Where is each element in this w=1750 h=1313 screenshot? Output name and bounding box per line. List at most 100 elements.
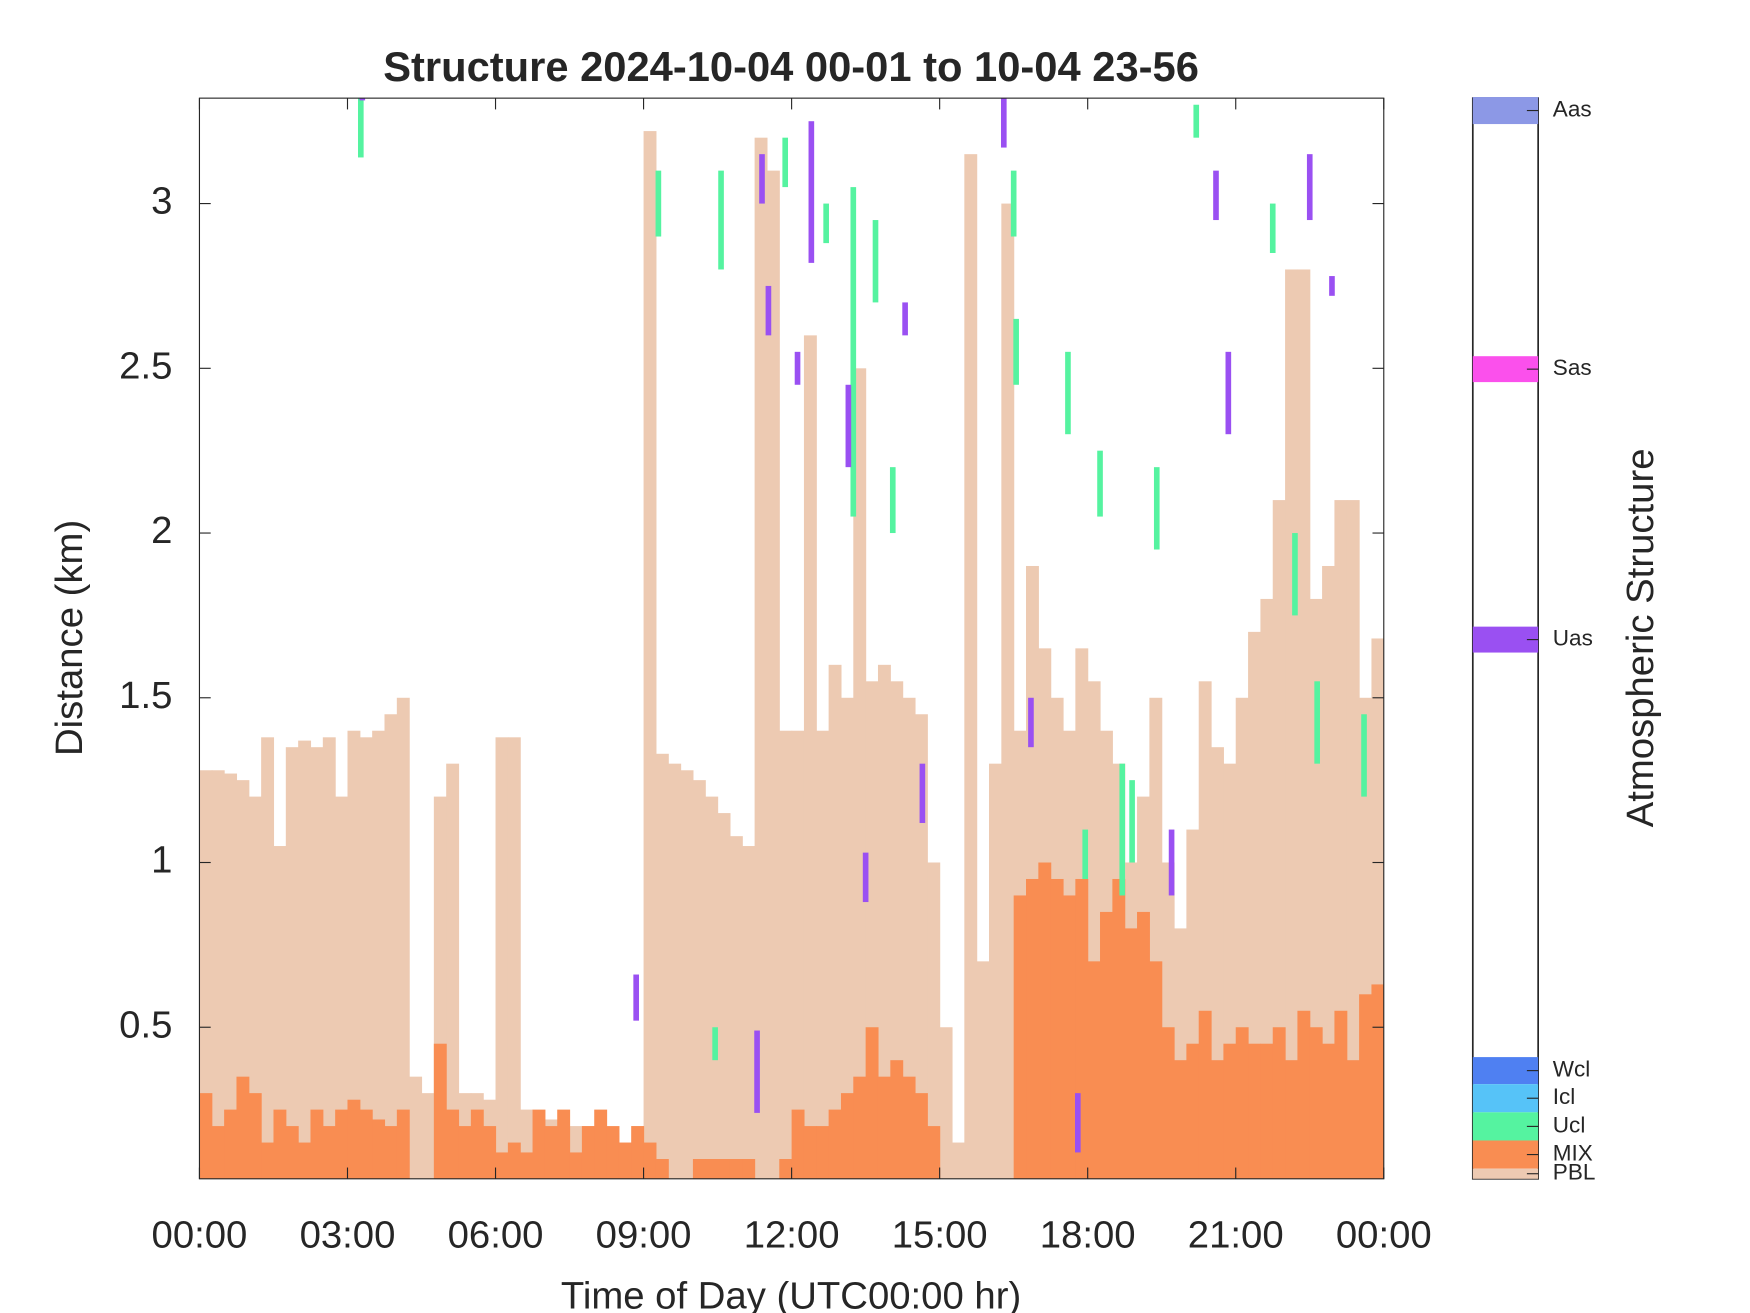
column-bar	[1346, 500, 1360, 1179]
layer-segment	[655, 170, 662, 237]
layer-segment	[1193, 104, 1200, 138]
column-bar	[1161, 1027, 1175, 1179]
x-tick-label: 00:00	[1336, 1214, 1432, 1257]
column-bar	[951, 1142, 965, 1179]
column-bar	[890, 681, 904, 1179]
column-bar	[507, 737, 521, 1179]
x-axis-label: Time of Day (UTC00:00 hr)	[561, 1274, 1021, 1313]
column-bar	[236, 1076, 250, 1179]
column-bar	[779, 1159, 793, 1179]
column-bar	[199, 770, 213, 1179]
layer-segment	[1329, 276, 1335, 296]
chart-title: Structure 2024-10-04 00-01 to 10-04 23-5…	[383, 43, 1199, 90]
layer-segment	[759, 154, 765, 204]
column-bar	[1334, 1010, 1348, 1179]
column-bar	[396, 697, 410, 1179]
x-tick-label: 18:00	[1040, 1214, 1136, 1257]
column-bar	[557, 1109, 571, 1179]
column-bar	[248, 796, 262, 1179]
column-bar	[729, 1159, 743, 1179]
layer-segment	[1314, 681, 1320, 764]
column-bar	[816, 1126, 830, 1179]
colorbar-label: Atmospheric Structure	[1619, 448, 1662, 827]
column-bar	[692, 1159, 706, 1179]
layer-segment	[1065, 351, 1071, 435]
column-bar	[976, 961, 990, 1179]
column-bar	[631, 1126, 645, 1179]
column-bar	[1309, 1027, 1323, 1179]
layer-segment	[1097, 450, 1103, 517]
column-bar	[828, 664, 842, 1179]
y-tick-label: 1	[151, 839, 172, 882]
column-bar	[1334, 500, 1348, 1179]
plot-area	[199, 98, 1384, 1179]
column-bar	[458, 1126, 472, 1179]
layer-segment	[1269, 203, 1276, 253]
column-bar	[483, 1126, 497, 1179]
y-tick-label: 0.5	[119, 1003, 172, 1046]
layer-segment	[1028, 697, 1034, 748]
column-bar	[1137, 911, 1150, 1179]
colorbar-tick-label: Uas	[1553, 626, 1593, 651]
column-bar	[1038, 862, 1052, 1179]
x-tick-label: 09:00	[596, 1214, 692, 1257]
layer-segment	[823, 203, 829, 244]
layer-segment	[862, 852, 869, 903]
column-bar	[1272, 500, 1286, 1179]
column-bar	[384, 714, 398, 1179]
column-bar	[803, 1126, 817, 1179]
layer-segment	[1013, 318, 1019, 385]
column-bar	[335, 796, 349, 1179]
column-bar	[285, 1126, 299, 1179]
layer-segment	[902, 302, 908, 336]
column-bar	[544, 1126, 558, 1179]
column-bar	[1272, 1027, 1286, 1179]
layer-segment	[872, 220, 879, 303]
colorbar-tick-label: Wcl	[1553, 1057, 1591, 1082]
column-bar	[1013, 895, 1027, 1179]
colorbar-tick-label: Aas	[1553, 96, 1592, 121]
column-bar	[446, 763, 460, 1179]
column-bar	[372, 1119, 386, 1179]
column-bar	[877, 1076, 891, 1179]
layer-segment	[1225, 351, 1232, 435]
layer-segment	[633, 974, 639, 1021]
column-bar	[446, 1109, 460, 1179]
column-bar	[729, 836, 743, 1179]
layer-segment	[1306, 154, 1313, 221]
column-bar	[988, 763, 1002, 1179]
layer-segment	[794, 351, 801, 385]
column-bar	[791, 730, 805, 1179]
x-tick-label: 12:00	[744, 1214, 840, 1257]
column-bar	[409, 1076, 423, 1179]
column-bar	[1100, 911, 1113, 1179]
layer-segment	[1153, 467, 1160, 550]
column-bar	[273, 846, 287, 1179]
layer-segment	[1000, 98, 1007, 148]
column-bar	[1260, 598, 1274, 1179]
column-bar	[618, 1142, 632, 1179]
column-bar	[520, 1152, 534, 1179]
y-tick-label: 2	[151, 509, 172, 552]
column-bar	[1223, 1043, 1237, 1179]
column-bar	[1322, 1043, 1335, 1179]
column-bar	[692, 780, 706, 1179]
column-bar	[594, 1109, 608, 1179]
column-bar	[840, 697, 854, 1179]
column-bar	[1260, 1043, 1274, 1179]
column-bar	[1297, 1010, 1311, 1179]
column-bar	[1371, 984, 1384, 1179]
column-bar	[668, 763, 682, 1179]
layer-segment	[845, 384, 852, 468]
column-bar	[742, 1159, 756, 1179]
x-tick-label: 03:00	[300, 1214, 396, 1257]
column-bar	[828, 1109, 842, 1179]
column-bar	[384, 1126, 398, 1179]
column-bar	[1112, 878, 1126, 1179]
column-bar	[396, 1109, 410, 1179]
column-bar	[939, 1027, 953, 1179]
column-bar	[1285, 1060, 1298, 1179]
column-bar	[705, 796, 719, 1179]
column-bar	[581, 1126, 595, 1179]
